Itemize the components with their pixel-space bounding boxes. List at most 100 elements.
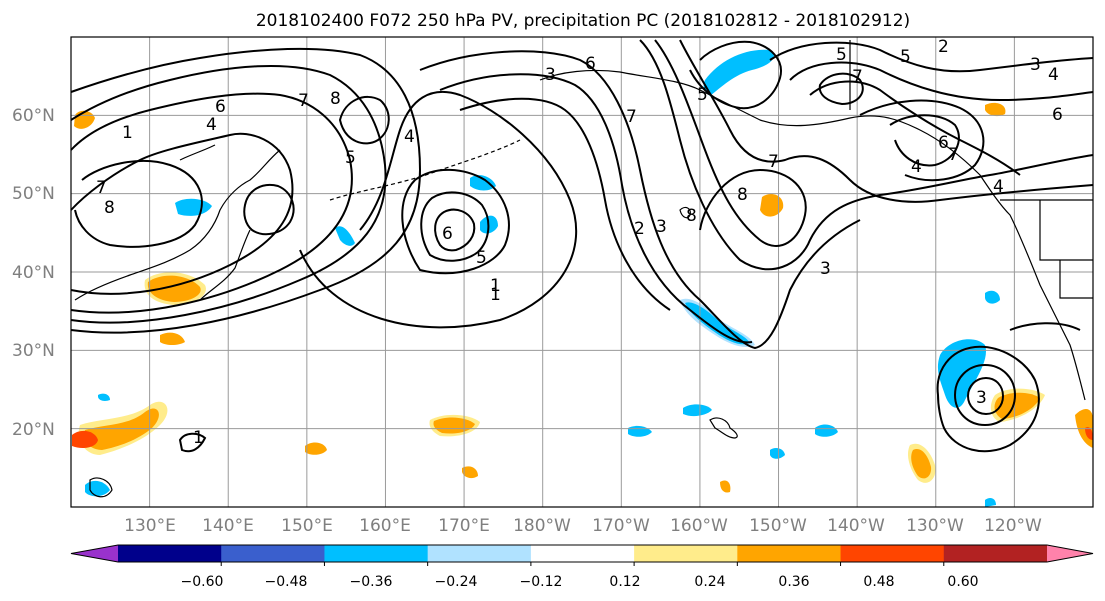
pv-contour-line bbox=[859, 99, 985, 182]
contour-label: 6 bbox=[215, 97, 226, 117]
contour-label: 7 bbox=[626, 107, 637, 127]
hawaii-islands bbox=[709, 417, 738, 439]
lon-label: 180°W bbox=[513, 516, 571, 536]
contour-label: 7 bbox=[298, 91, 309, 111]
colorbar-tick-label: 0.12 bbox=[609, 574, 640, 590]
colorbar-segment bbox=[530, 545, 635, 562]
lon-label: 160°W bbox=[670, 516, 728, 536]
colorbar-tick-label: −0.12 bbox=[520, 574, 563, 590]
kamchatka-coast bbox=[179, 144, 216, 161]
precip-negative-patch bbox=[815, 424, 838, 437]
contour-label: 3 bbox=[976, 388, 987, 408]
lat-label: 40°N bbox=[12, 263, 55, 283]
colorbar-tick-label: 0.48 bbox=[863, 574, 894, 590]
contour-label: 4 bbox=[404, 127, 415, 147]
lon-label: 150°E bbox=[281, 516, 333, 536]
pv-contour-line bbox=[434, 208, 476, 252]
map-frame bbox=[70, 36, 1094, 508]
precip-positive-patch bbox=[72, 430, 98, 448]
contour-label: 2 bbox=[938, 37, 949, 57]
pv-contour-line bbox=[420, 191, 490, 262]
pv-contour-line bbox=[338, 95, 390, 145]
colorbar-tick-labels: −0.60 −0.48 −0.36 −0.24 −0.12 0.12 0.24 … bbox=[181, 574, 979, 590]
contour-label: 7 bbox=[768, 152, 779, 172]
contour-label: 5 bbox=[836, 45, 847, 65]
contour-label: 7 bbox=[948, 145, 959, 165]
colorbar-extend-min bbox=[71, 545, 118, 562]
pv-contour-line bbox=[789, 61, 1094, 102]
figure-title: 2018102400 F072 250 hPa PV, precipitatio… bbox=[256, 11, 910, 31]
pv-contour-line bbox=[299, 90, 578, 329]
contour-label: 1 bbox=[490, 285, 501, 305]
contour-label: 5 bbox=[345, 148, 356, 168]
colorbar-segment bbox=[634, 545, 738, 562]
contour-label: 1 bbox=[490, 276, 501, 296]
precip-negative-patch bbox=[985, 497, 996, 507]
precip-positive-patch bbox=[760, 194, 784, 217]
precip-positive-patch bbox=[994, 392, 1040, 419]
lon-label: 170°W bbox=[592, 516, 650, 536]
contour-label: 5 bbox=[697, 85, 708, 105]
pv-contour-line bbox=[818, 72, 864, 106]
colorbar-extend-max bbox=[1047, 545, 1093, 562]
lon-label: 160°E bbox=[359, 516, 411, 536]
pv-contour-line bbox=[654, 39, 807, 247]
pv-contour-line bbox=[889, 114, 960, 167]
contour-label: 4 bbox=[206, 115, 217, 135]
lat-label: 50°N bbox=[12, 184, 55, 204]
colorbar-tick-label: −0.36 bbox=[350, 574, 393, 590]
contour-label: 4 bbox=[1048, 65, 1059, 85]
precip-positive-patch bbox=[1085, 427, 1093, 440]
pv-contour-line bbox=[178, 432, 207, 453]
contour-label: 8 bbox=[330, 89, 341, 109]
island bbox=[679, 206, 691, 219]
precip-negative-patch bbox=[985, 290, 1000, 304]
lat-label: 20°N bbox=[12, 420, 55, 440]
contour-label: 3 bbox=[1030, 55, 1041, 75]
lon-label: 170°E bbox=[438, 516, 490, 536]
colorbar-outline bbox=[70, 544, 1094, 563]
contour-label: 7 bbox=[96, 178, 107, 198]
pv-contour-line bbox=[953, 363, 1017, 427]
colorbar-ticks bbox=[220, 562, 945, 566]
pv-contour-line bbox=[639, 39, 1094, 271]
precip-positive-patch bbox=[433, 417, 475, 434]
precip-positive-patch bbox=[84, 408, 159, 450]
pv-contour-line bbox=[70, 64, 387, 324]
lon-label: 140°W bbox=[827, 516, 885, 536]
contour-label: 8 bbox=[686, 206, 697, 226]
pv-contour-line bbox=[74, 159, 203, 248]
colorbar-tick-label: −0.60 bbox=[181, 574, 224, 590]
philippines-coast bbox=[89, 477, 113, 498]
map-panel: 6 4 7 8 7 8 5 4 6 5 1 2 3 8 7 8 5 7 3 1 … bbox=[70, 36, 1094, 508]
state-border bbox=[1039, 200, 1093, 261]
precip-positive-patch bbox=[462, 466, 478, 479]
precip-positive-patch bbox=[720, 480, 731, 493]
colorbar-tick-label: 0.36 bbox=[778, 574, 809, 590]
colorbar-segment bbox=[943, 545, 1048, 562]
colorbar-segment bbox=[427, 545, 532, 562]
colorbar-segment bbox=[737, 545, 842, 562]
colorbar: −0.60 −0.48 −0.36 −0.24 −0.12 0.12 0.24 … bbox=[70, 544, 1094, 590]
precip-negative-patch bbox=[683, 404, 712, 417]
precip-negative-patch bbox=[770, 447, 785, 459]
precip-positive-patch bbox=[911, 449, 932, 479]
contour-label: 3 bbox=[820, 259, 831, 279]
pv-contour-line bbox=[419, 50, 861, 350]
colorbar-tick-label: 0.24 bbox=[694, 574, 725, 590]
japan-coast bbox=[199, 229, 251, 301]
pv-contour-line bbox=[70, 92, 353, 314]
north-america-coast bbox=[539, 69, 1086, 401]
colorbar-segment bbox=[221, 545, 325, 562]
precip-negative-patch bbox=[703, 49, 774, 96]
precip-positive-patch bbox=[160, 332, 185, 345]
pv-contour-line bbox=[459, 97, 671, 311]
contour-label: 3 bbox=[656, 217, 667, 237]
pv-contour-line bbox=[769, 41, 1094, 73]
lat-label: 30°N bbox=[12, 341, 55, 361]
lat-label: 60°N bbox=[12, 106, 55, 126]
pv-contour-line bbox=[689, 40, 782, 110]
contour-label: 7 bbox=[852, 67, 863, 87]
pv-contour-line bbox=[70, 47, 422, 334]
contour-label: 6 bbox=[938, 133, 949, 153]
